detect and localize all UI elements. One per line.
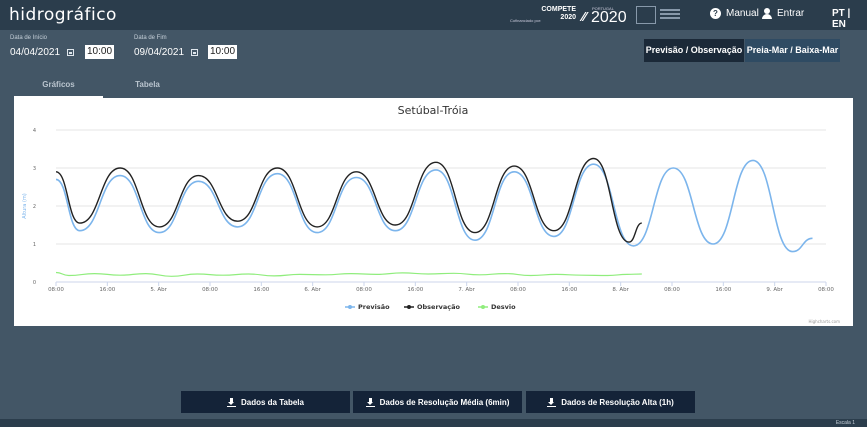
- x-tick-label: 08:00: [510, 287, 526, 293]
- series-line-desvio: [55, 271, 642, 277]
- y-axis-label: Altura (m): [22, 193, 28, 218]
- start-time-input[interactable]: 10:00: [85, 45, 114, 59]
- login-label: Entrar: [777, 8, 805, 19]
- download-icon: [227, 397, 236, 407]
- legend-marker: [407, 305, 411, 309]
- portugal-2020-logo: ⁄⁄ PORTUGAL 2020: [582, 6, 628, 26]
- download-table-label: Dados da Tabela: [241, 397, 304, 407]
- eu-flag-icon: [636, 6, 656, 24]
- footer-bar: Escala 1: [0, 419, 867, 427]
- download-high-label: Dados de Resolução Alta (1h): [561, 397, 674, 407]
- x-tick-label: 08:00: [664, 287, 680, 293]
- user-icon: [762, 8, 772, 19]
- x-tick-label: 7. Abr: [458, 287, 475, 293]
- compete-year: 2020: [560, 14, 576, 21]
- start-date-input[interactable]: 04/04/2021: [10, 47, 61, 58]
- forecast-observation-button[interactable]: Previsão / Observação: [644, 39, 744, 62]
- x-tick-label: 8. Abr: [612, 287, 629, 293]
- download-medium-resolution-button[interactable]: Dados de Resolução Média (6min): [353, 391, 522, 413]
- login-link[interactable]: Entrar: [762, 8, 804, 19]
- x-tick-label: 5. Abr: [150, 287, 167, 293]
- x-tick-label: 6. Abr: [304, 287, 321, 293]
- scale-label: Escala 1: [835, 420, 855, 426]
- x-tick-label: 16:00: [253, 287, 269, 293]
- tab-graficos[interactable]: Gráficos: [14, 80, 103, 98]
- portugal-year: 2020: [591, 9, 627, 26]
- eu-fund-logo: [660, 9, 680, 21]
- end-date-label: Data de Fim: [134, 35, 167, 41]
- download-table-button[interactable]: Dados da Tabela: [181, 391, 350, 413]
- download-icon: [365, 397, 375, 407]
- y-tick-label: 2: [33, 204, 36, 210]
- high-low-tide-button[interactable]: Preia-Mar / Baixa-Mar: [745, 39, 840, 62]
- legend-marker: [481, 305, 485, 309]
- legend-item: Observação: [417, 303, 461, 311]
- series-line-previso: [55, 159, 813, 253]
- top-bar: hidrográfico COMPETE 2020 Cofinanciado p…: [0, 0, 867, 30]
- series-line-observao: [55, 157, 643, 243]
- y-tick-label: 0: [33, 280, 36, 286]
- x-tick-label: 16:00: [407, 287, 423, 293]
- portugal-flag-icon: ⁄⁄: [582, 9, 587, 24]
- y-tick-label: 3: [33, 166, 36, 172]
- help-icon: ?: [710, 8, 721, 19]
- download-high-resolution-button[interactable]: Dados de Resolução Alta (1h): [526, 391, 695, 413]
- x-tick-label: 08:00: [356, 287, 372, 293]
- x-tick-label: 16:00: [561, 287, 577, 293]
- chart-title: Setúbal-Tróia: [398, 104, 469, 117]
- calendar-icon[interactable]: [67, 49, 74, 56]
- calendar-icon[interactable]: [191, 49, 198, 56]
- x-tick-label: 16:00: [715, 287, 731, 293]
- end-time-input[interactable]: 10:00: [208, 45, 237, 59]
- x-tick-label: 08:00: [202, 287, 218, 293]
- x-tick-label: 16:00: [99, 287, 115, 293]
- download-icon: [547, 397, 557, 407]
- site-logo[interactable]: hidrográfico: [9, 5, 117, 25]
- chart-credits: Highcharts.com: [809, 319, 841, 324]
- start-date-label: Data de Início: [10, 35, 48, 41]
- cofinanced-text: Cofinanciado por:: [510, 18, 542, 23]
- y-tick-label: 1: [33, 242, 36, 248]
- manual-link[interactable]: ? Manual: [710, 8, 759, 19]
- tab-tabela[interactable]: Tabela: [135, 80, 160, 89]
- chart-panel: Setúbal-Tróia 0 1 2 3 4 Altura (m) 08:00 16:00 5.…: [14, 98, 853, 326]
- tide-chart: Setúbal-Tróia 0 1 2 3 4 Altura (m) 08:00 16:00 5.…: [22, 104, 841, 324]
- manual-label: Manual: [726, 8, 759, 19]
- download-medium-label: Dados de Resolução Média (6min): [379, 397, 510, 407]
- compete-text: COMPETE: [541, 6, 576, 13]
- x-tick-label: 9. Abr: [766, 287, 783, 293]
- compete-2020-logo: COMPETE 2020 Cofinanciado por:: [510, 6, 576, 24]
- legend-marker: [348, 305, 352, 309]
- portugal-text: PORTUGAL: [592, 6, 614, 11]
- x-tick-label: 08:00: [48, 287, 64, 293]
- legend-item: Desvio: [491, 303, 516, 311]
- language-switcher[interactable]: PT | EN: [832, 8, 851, 30]
- end-date-input[interactable]: 09/04/2021: [134, 47, 185, 58]
- y-tick-label: 4: [33, 128, 36, 134]
- x-tick-label: 08:00: [818, 287, 834, 293]
- legend-item: Previsão: [358, 303, 390, 311]
